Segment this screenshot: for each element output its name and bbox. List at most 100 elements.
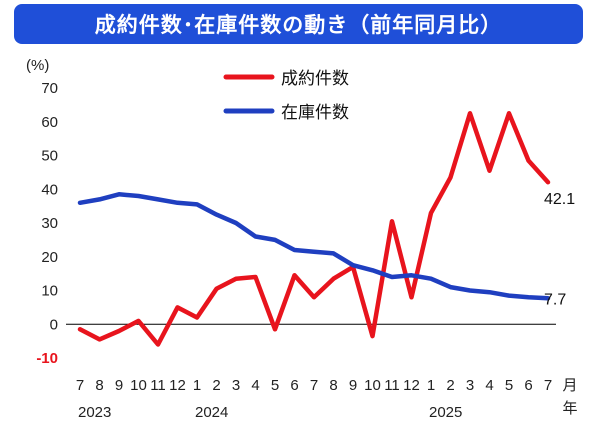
series-point-1 — [78, 200, 82, 205]
series-point-0 — [78, 327, 82, 332]
x-year-label: 2023 — [78, 404, 111, 421]
series-point-0 — [195, 315, 199, 320]
series-point-1 — [253, 234, 258, 239]
x-tick-label: 6 — [290, 377, 298, 394]
series-point-1 — [312, 249, 316, 254]
y-tick-label: 70 — [41, 80, 58, 97]
series-point-1 — [526, 295, 531, 300]
series-point-0 — [546, 180, 550, 184]
y-tick-label: -10 — [36, 350, 58, 367]
x-tick-label: 2 — [212, 377, 220, 394]
series-point-1 — [448, 285, 453, 289]
series-end-label-1: 7.7 — [544, 291, 566, 308]
series-point-0 — [136, 319, 141, 323]
x-tick-label: 12 — [169, 377, 186, 394]
series-point-1 — [136, 194, 141, 198]
series-point-0 — [234, 276, 238, 281]
x-tick-label: 2 — [446, 377, 454, 394]
x-tick-label: 11 — [384, 377, 400, 394]
series-point-1 — [117, 192, 121, 197]
series-point-0 — [390, 219, 394, 224]
x-tick-label: 8 — [329, 377, 337, 394]
series-point-1 — [273, 238, 277, 242]
x-tick-label: 4 — [485, 377, 493, 394]
series-point-1 — [156, 197, 160, 202]
x-tick-label: 1 — [193, 377, 201, 394]
series-point-1 — [409, 273, 414, 278]
series-point-0 — [526, 158, 531, 163]
series-point-0 — [273, 327, 277, 332]
x-tick-label: 7 — [76, 377, 84, 394]
series-point-0 — [507, 111, 511, 116]
series-point-0 — [487, 168, 492, 173]
x-tick-label: 5 — [271, 377, 279, 394]
series-point-1 — [546, 296, 550, 301]
y-tick-label: 50 — [41, 148, 58, 165]
series-point-1 — [370, 268, 375, 273]
x-axis-unit-month: 月 — [562, 377, 577, 394]
x-tick-label: 11 — [150, 377, 166, 394]
series-point-1 — [468, 288, 472, 293]
series-point-1 — [331, 251, 336, 256]
series-line-0 — [77, 111, 551, 347]
x-tick-label: 5 — [505, 377, 513, 394]
x-year-label: 2025 — [429, 404, 462, 421]
x-axis-unit-year: 年 — [562, 400, 577, 417]
x-tick-label: 3 — [232, 377, 240, 394]
x-tick-label: 7 — [310, 377, 318, 394]
y-tick-label: 20 — [41, 249, 58, 266]
series-point-1 — [292, 248, 297, 252]
series-point-0 — [253, 275, 258, 279]
x-year-label: 2024 — [195, 404, 228, 421]
series-point-0 — [331, 276, 336, 281]
series-point-1 — [195, 202, 199, 207]
chart-series: 42.1 7.7 — [77, 111, 575, 347]
series-point-0 — [97, 337, 102, 342]
legend-label: 在庫件数 — [281, 103, 349, 123]
y-tick-label: 30 — [41, 215, 58, 232]
y-tick-label: 40 — [41, 181, 58, 198]
series-point-1 — [351, 263, 355, 267]
series-point-0 — [312, 295, 316, 300]
x-tick-label: 3 — [466, 377, 474, 394]
series-end-label-0: 42.1 — [544, 191, 575, 208]
series-point-0 — [448, 175, 453, 180]
x-tick-label: 10 — [130, 377, 147, 394]
y-tick-label: 60 — [41, 114, 58, 131]
series-point-0 — [117, 329, 121, 333]
x-tick-label: 9 — [115, 377, 123, 394]
series-point-1 — [507, 293, 511, 298]
series-point-0 — [292, 273, 297, 278]
series-point-1 — [234, 221, 238, 225]
x-tick-label: 4 — [251, 377, 259, 394]
x-tick-label: 1 — [427, 377, 435, 394]
series-point-0 — [175, 305, 180, 310]
legend-label: 成約件数 — [281, 69, 349, 89]
x-tick-label: 12 — [403, 377, 420, 394]
series-point-1 — [487, 290, 492, 294]
y-tick-label: 10 — [41, 283, 58, 300]
chart-title: 成約件数･在庫件数の動き（前年同月比） — [94, 13, 503, 37]
x-tick-label: 6 — [524, 377, 532, 394]
chart-title-bar: 成約件数･在庫件数の動き（前年同月比） — [14, 4, 583, 44]
y-axis-unit: (%) — [26, 57, 49, 74]
series-point-1 — [390, 275, 394, 279]
series-point-0 — [429, 211, 433, 215]
x-tick-label: 9 — [349, 377, 357, 394]
series-point-0 — [409, 295, 414, 300]
series-point-1 — [175, 200, 180, 205]
x-tick-label: 7 — [544, 377, 552, 394]
series-point-0 — [370, 334, 375, 338]
series-point-1 — [214, 212, 219, 217]
series-point-1 — [97, 197, 102, 202]
series-line-1 — [77, 192, 551, 301]
x-tick-label: 8 — [95, 377, 103, 394]
series-point-0 — [156, 342, 160, 347]
series-point-0 — [468, 111, 472, 116]
x-tick-label: 10 — [364, 377, 381, 394]
series-point-1 — [429, 276, 433, 281]
y-tick-label: 0 — [50, 316, 58, 333]
